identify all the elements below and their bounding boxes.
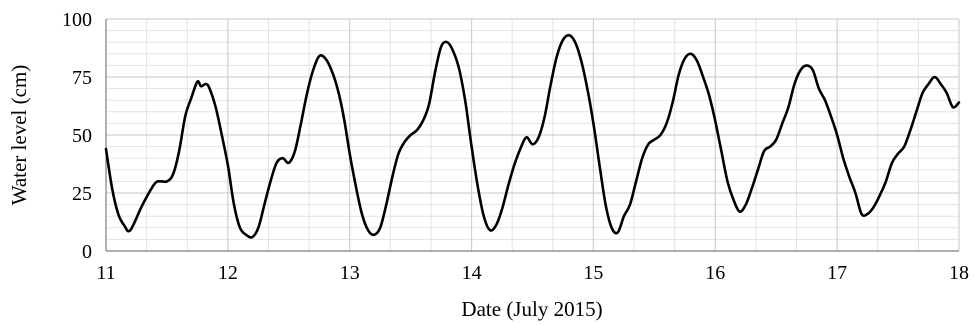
y-tick-label: 25 <box>72 183 92 205</box>
x-tick-label: 11 <box>96 262 115 284</box>
y-tick-label: 0 <box>82 241 92 263</box>
x-tick-label: 14 <box>462 262 482 284</box>
x-tick-label: 18 <box>949 262 969 284</box>
major-grid <box>106 18 960 251</box>
y-tick-labels: 0 25 50 75 100 <box>62 9 92 263</box>
y-tick-label: 100 <box>62 9 92 31</box>
x-tick-labels: 11 12 13 14 15 16 17 18 <box>96 262 969 284</box>
x-tick-label: 17 <box>827 262 847 284</box>
x-tick-label: 15 <box>583 262 603 284</box>
y-axis-title: Water level (cm) <box>7 65 31 206</box>
y-tick-label: 50 <box>72 125 92 147</box>
x-tick-label: 13 <box>340 262 360 284</box>
x-axis-title: Date (July 2015) <box>461 297 602 321</box>
y-tick-label: 75 <box>72 67 92 89</box>
x-tick-label: 12 <box>218 262 238 284</box>
x-tick-label: 16 <box>705 262 725 284</box>
water-level-line <box>104 33 961 239</box>
